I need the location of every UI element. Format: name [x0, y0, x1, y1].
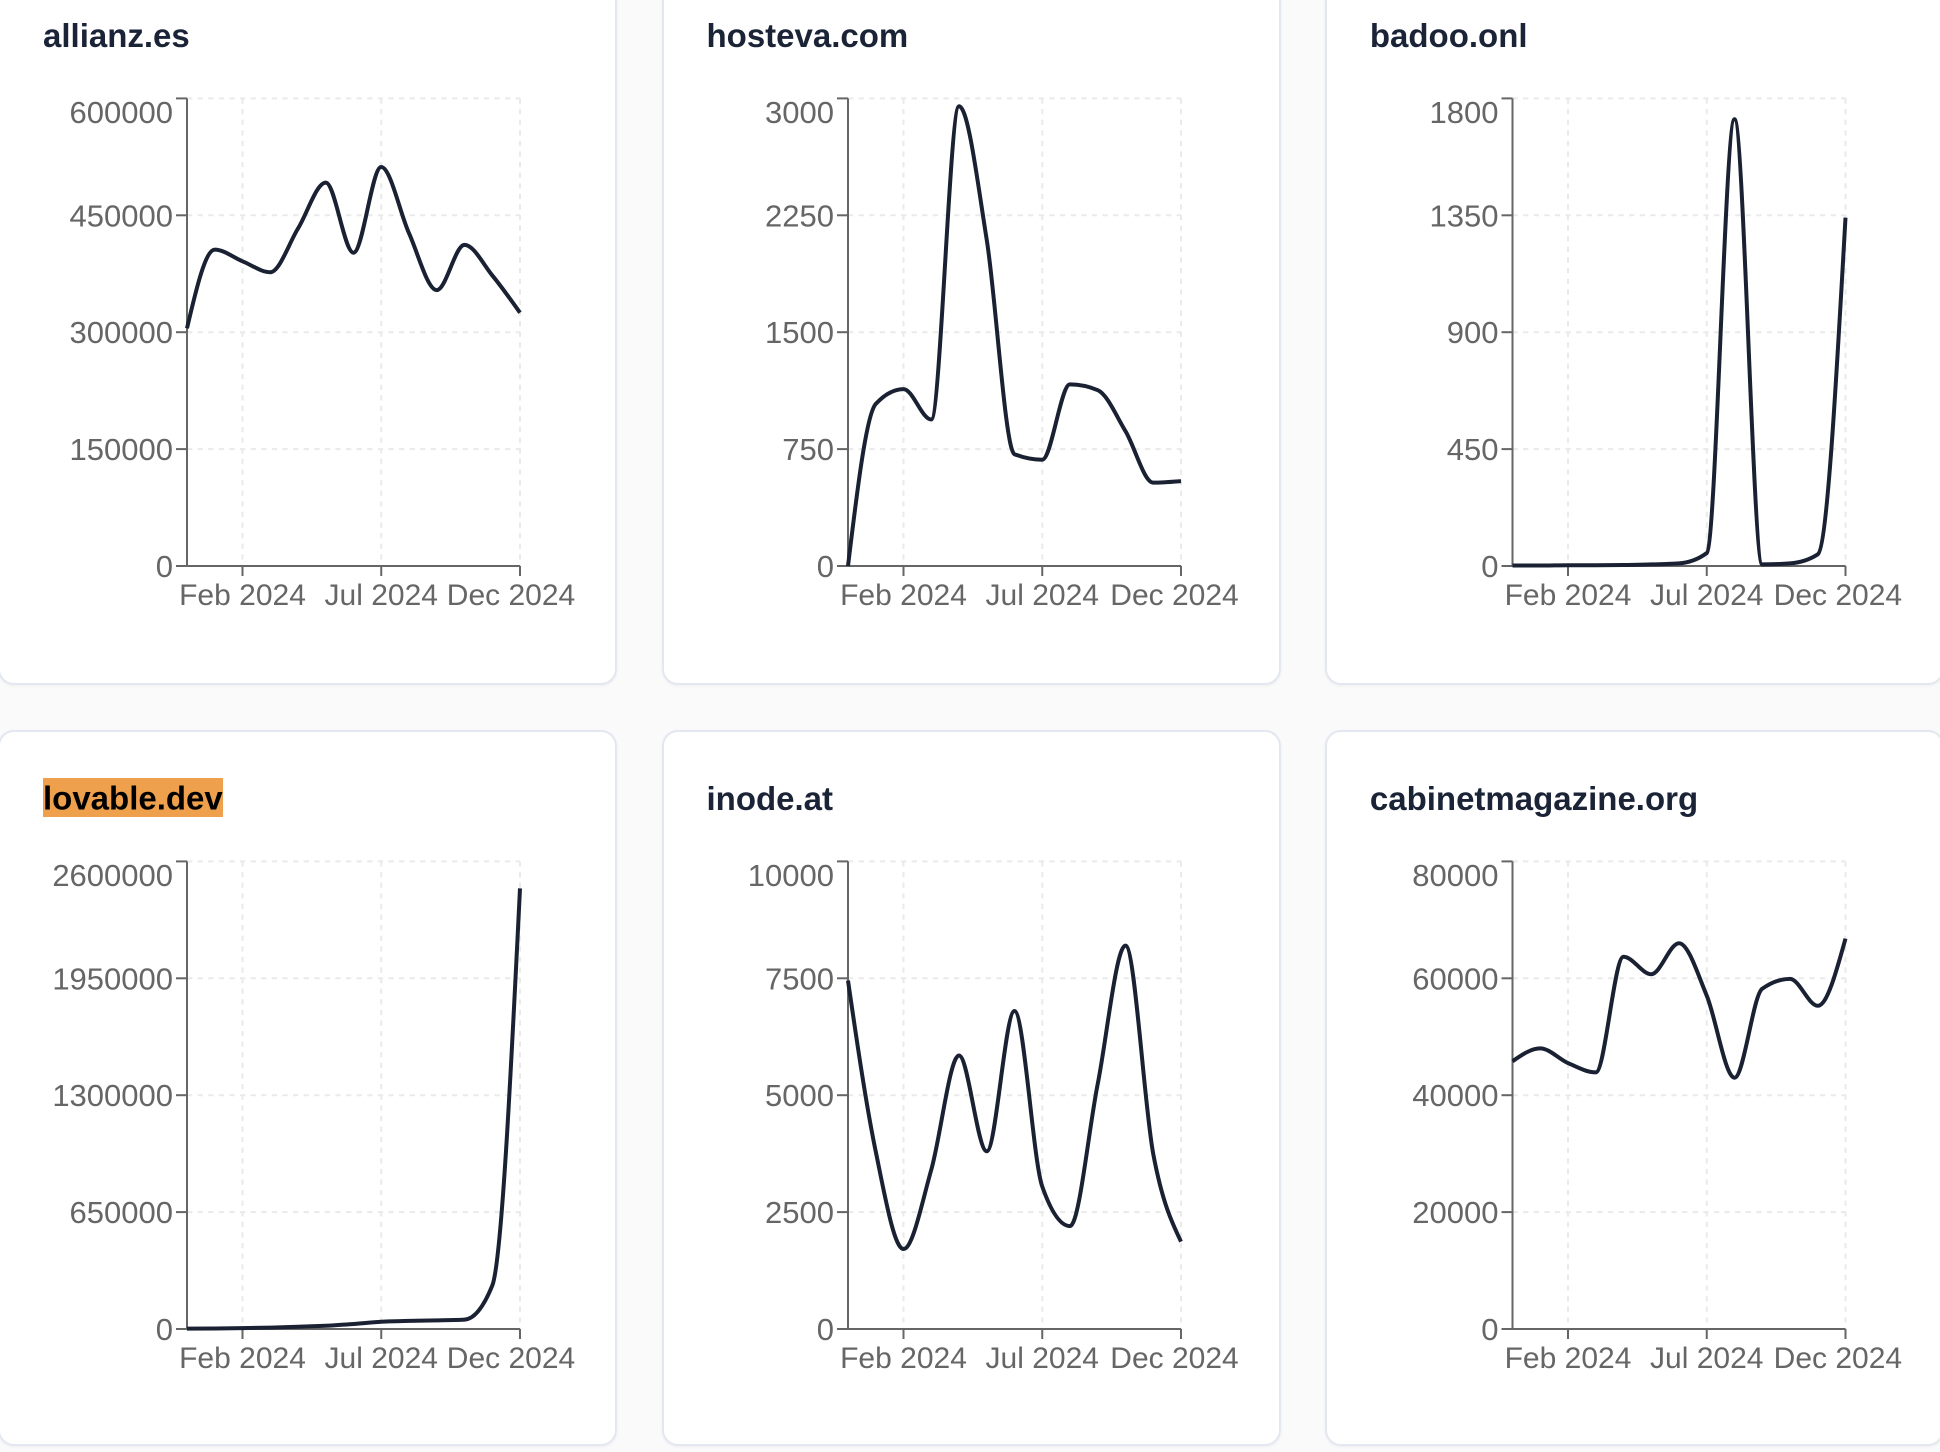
svg-text:450: 450 [1447, 432, 1499, 467]
svg-text:10000: 10000 [748, 858, 834, 893]
svg-text:60000: 60000 [1412, 961, 1498, 996]
svg-text:Dec 2024: Dec 2024 [1774, 1342, 1902, 1375]
svg-text:600000: 600000 [70, 95, 173, 130]
svg-text:Jul 2024: Jul 2024 [325, 579, 438, 612]
svg-text:5000: 5000 [765, 1078, 834, 1113]
svg-text:Feb 2024: Feb 2024 [840, 579, 967, 612]
svg-text:7500: 7500 [765, 961, 834, 996]
svg-text:450000: 450000 [70, 198, 173, 233]
svg-text:Dec 2024: Dec 2024 [1110, 1342, 1238, 1375]
svg-text:Dec 2024: Dec 2024 [1110, 579, 1238, 612]
svg-text:2250: 2250 [765, 198, 834, 233]
svg-text:20000: 20000 [1412, 1195, 1498, 1230]
svg-text:1350: 1350 [1430, 198, 1499, 233]
svg-text:80000: 80000 [1412, 858, 1498, 893]
svg-text:Feb 2024: Feb 2024 [179, 1342, 306, 1375]
svg-text:Feb 2024: Feb 2024 [1505, 579, 1632, 612]
svg-text:2500: 2500 [765, 1195, 834, 1230]
svg-text:Jul 2024: Jul 2024 [986, 1342, 1099, 1375]
svg-text:Dec 2024: Dec 2024 [447, 579, 575, 612]
svg-text:3000: 3000 [765, 95, 834, 130]
svg-text:0: 0 [1481, 1312, 1498, 1347]
svg-text:900: 900 [1447, 315, 1499, 350]
svg-text:1950000: 1950000 [52, 961, 173, 996]
svg-text:650000: 650000 [70, 1195, 173, 1230]
svg-text:750: 750 [782, 432, 834, 467]
svg-text:Jul 2024: Jul 2024 [986, 579, 1099, 612]
svg-text:Feb 2024: Feb 2024 [179, 579, 306, 612]
svg-text:Jul 2024: Jul 2024 [1650, 579, 1763, 612]
svg-text:1800: 1800 [1430, 95, 1499, 130]
svg-text:1500: 1500 [765, 315, 834, 350]
svg-text:0: 0 [1481, 549, 1498, 584]
svg-text:1300000: 1300000 [52, 1078, 173, 1113]
svg-text:0: 0 [817, 549, 834, 584]
svg-text:0: 0 [817, 1312, 834, 1347]
svg-text:Feb 2024: Feb 2024 [1505, 1342, 1632, 1375]
svg-text:300000: 300000 [70, 315, 173, 350]
svg-text:2600000: 2600000 [52, 858, 173, 893]
svg-text:150000: 150000 [70, 432, 173, 467]
svg-text:Dec 2024: Dec 2024 [1774, 579, 1902, 612]
svg-text:0: 0 [156, 1312, 173, 1347]
svg-text:0: 0 [156, 549, 173, 584]
svg-text:Jul 2024: Jul 2024 [1650, 1342, 1763, 1375]
svg-text:40000: 40000 [1412, 1078, 1498, 1113]
svg-text:Jul 2024: Jul 2024 [325, 1342, 438, 1375]
svg-text:Dec 2024: Dec 2024 [447, 1342, 575, 1375]
svg-text:Feb 2024: Feb 2024 [840, 1342, 967, 1375]
